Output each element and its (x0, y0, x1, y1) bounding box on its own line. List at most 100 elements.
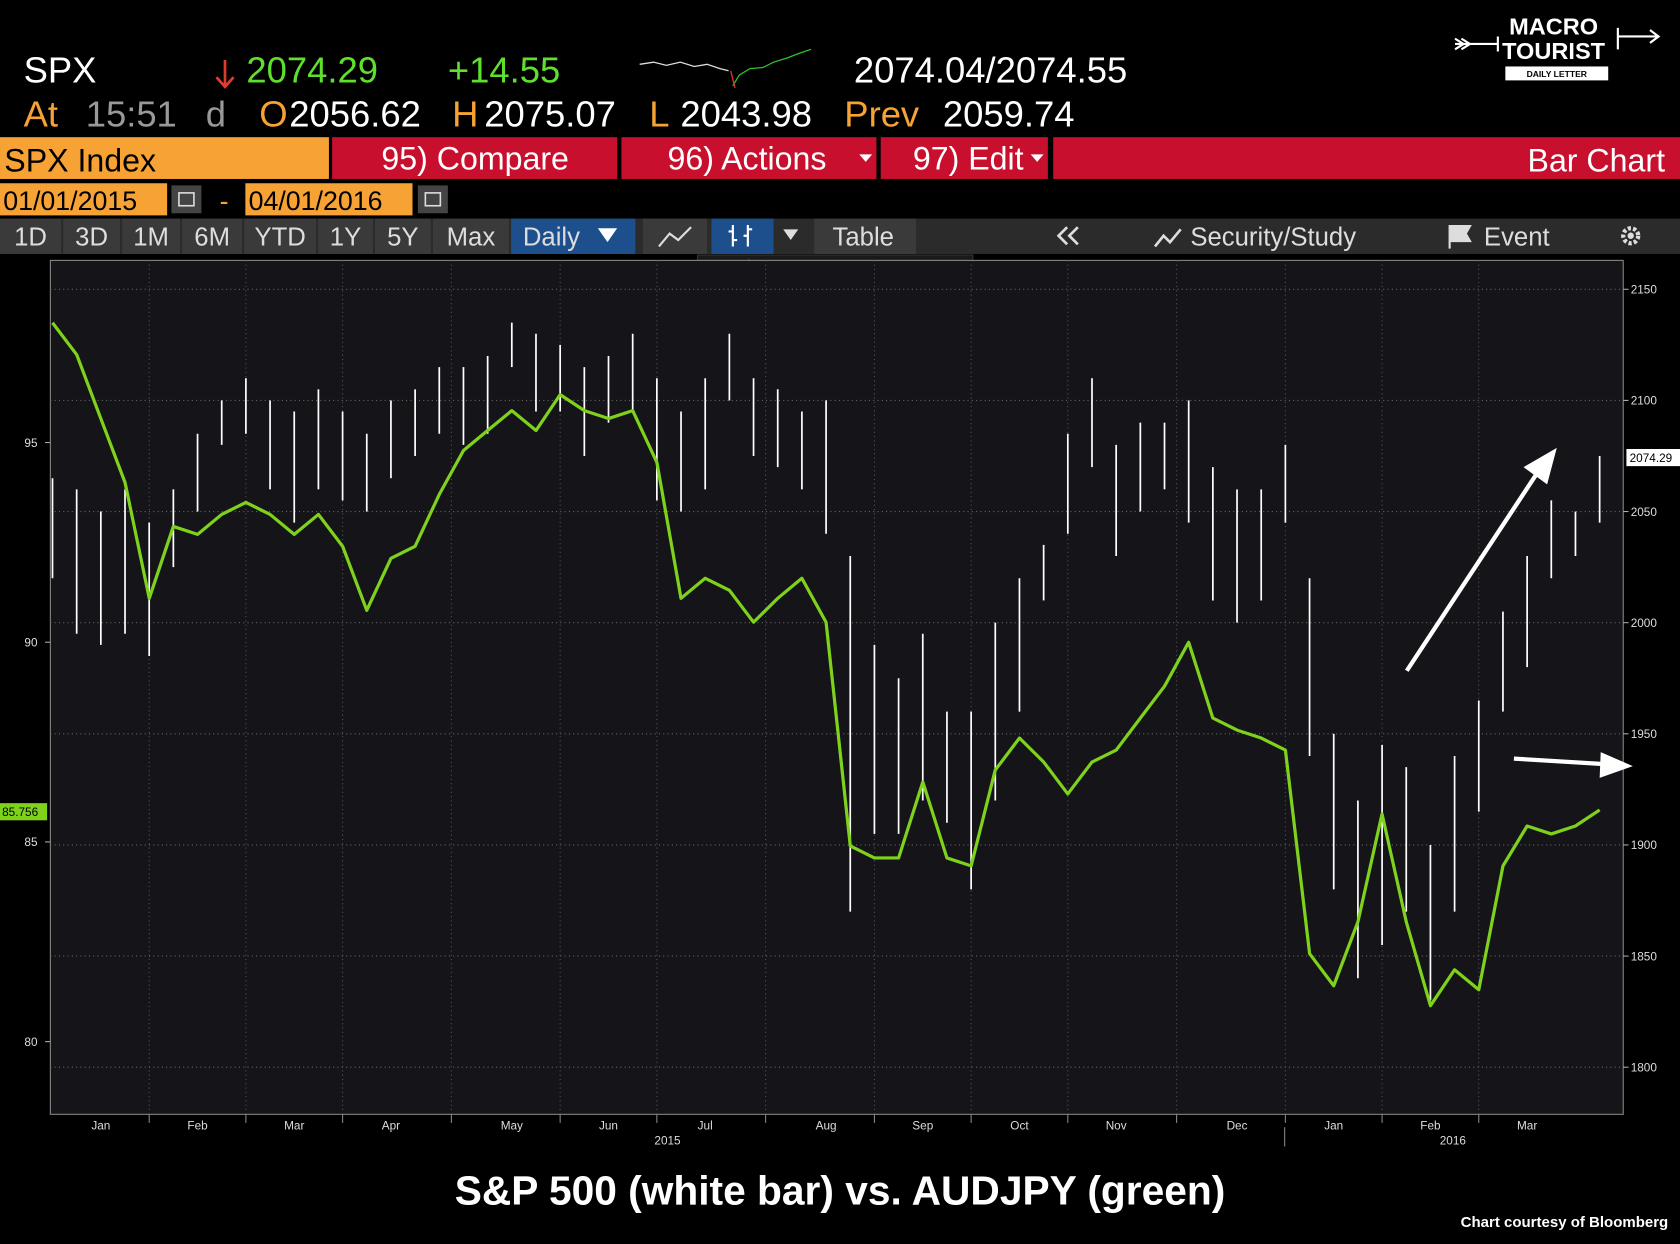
flag-icon (1448, 225, 1472, 249)
logo-arrow-left (1454, 36, 1499, 52)
x-tick-label: Jan (91, 1119, 110, 1132)
dropdown-icon[interactable] (1030, 154, 1044, 162)
low: 2043.98 (680, 93, 812, 134)
end-date[interactable]: 04/01/2016 (249, 186, 383, 216)
frequency-button[interactable] (511, 218, 636, 254)
date-field[interactable] (245, 183, 413, 216)
y-tick-label: 80 (24, 1036, 38, 1049)
period-label[interactable]: 1Y (330, 223, 361, 251)
logo-line2: TOURIST (1502, 38, 1606, 64)
dropdown-icon[interactable] (597, 228, 618, 243)
period-label[interactable]: 1M (133, 223, 169, 251)
security-box[interactable] (0, 137, 329, 179)
period-tab[interactable] (244, 218, 317, 254)
period-tab[interactable] (0, 218, 62, 254)
x-tick-label: Jul (698, 1119, 713, 1132)
x-tick-label: May (501, 1119, 523, 1132)
calendar-icon[interactable] (171, 185, 202, 214)
time: 15:51 (86, 93, 177, 134)
start-date[interactable]: 01/01/2015 (3, 186, 137, 216)
collapse-icon[interactable] (1056, 226, 1079, 246)
security-study[interactable]: Security/Study (1190, 223, 1356, 251)
year-label: 2016 (1440, 1134, 1467, 1147)
button[interactable] (621, 137, 877, 179)
bar-icon (728, 225, 753, 247)
table-button[interactable] (814, 218, 917, 254)
date-field[interactable] (0, 183, 168, 216)
y2-tick-label: 1850 (1631, 950, 1658, 963)
period-tab[interactable] (122, 218, 180, 254)
period-tab[interactable] (318, 218, 373, 254)
period-tabs: 1D 3D 1M 6M YTD 1Y 5Y Max (0, 218, 509, 254)
settings-icon[interactable] (1621, 226, 1641, 246)
x-tick-label: Feb (187, 1119, 208, 1132)
x-tick-label: Aug (816, 1119, 837, 1132)
button-label[interactable]: 97) Edit (913, 140, 1024, 176)
ticker: SPX (24, 50, 97, 91)
x-tick-label: Mar (1517, 1119, 1537, 1132)
bar-icon-button[interactable] (711, 218, 774, 254)
net-change: +14.55 (448, 50, 560, 91)
sparkline-drop (730, 70, 736, 89)
y-tick-label: 85 (24, 836, 38, 849)
plot-area (49, 259, 1624, 1115)
line-icon (658, 226, 692, 248)
date-separator: - (220, 186, 229, 216)
low-label: L (649, 93, 669, 134)
period-tab[interactable] (432, 218, 509, 254)
button[interactable] (332, 137, 618, 179)
logo-arrow-right (1616, 27, 1661, 50)
high-label: H (452, 93, 478, 134)
button-label[interactable]: 96) Actions (668, 140, 827, 176)
bid-ask: 2074.04/2074.55 (854, 50, 1127, 91)
event-label[interactable]: Event (1484, 223, 1550, 251)
period-label[interactable]: 1D (14, 223, 47, 251)
x-tick-label: Mar (284, 1119, 304, 1132)
line-icon-button[interactable] (642, 218, 708, 254)
period-label[interactable]: 5Y (387, 223, 418, 251)
y2-tick-label: 2100 (1631, 395, 1658, 408)
time-label: At (24, 93, 58, 134)
arrowhead (1599, 752, 1633, 778)
series-line (51, 321, 1601, 1008)
open-label: O (259, 93, 287, 134)
period-tab[interactable] (182, 218, 243, 254)
y2-tick-label: 2050 (1631, 506, 1658, 519)
calendar-icon[interactable] (417, 185, 448, 214)
chart-type: Bar Chart (1528, 142, 1666, 178)
sparkline-prev (639, 61, 729, 72)
last-value-label: 85.756 (2, 806, 38, 819)
x-tick-label: Jan (1324, 1119, 1343, 1132)
table-label[interactable]: Table (833, 223, 894, 251)
x-tick-label: Apr (382, 1119, 400, 1132)
period-label[interactable]: YTD (254, 223, 305, 251)
year-label: 2015 (654, 1134, 681, 1147)
y2-tick-label: 1950 (1631, 728, 1658, 741)
button[interactable] (880, 137, 1048, 179)
period-label[interactable]: 6M (194, 223, 230, 251)
y2-tick-label: 2000 (1631, 617, 1658, 630)
x-tick-label: Dec (1227, 1119, 1248, 1132)
period-tab[interactable] (375, 218, 431, 254)
dropdown-icon[interactable] (783, 229, 799, 241)
sparkline-today (732, 48, 812, 87)
period-label[interactable]: Max (447, 223, 496, 251)
open: 2056.62 (289, 93, 421, 134)
x-tick-label: Jun (599, 1119, 618, 1132)
study-icon (1153, 228, 1182, 248)
security[interactable]: SPX Index (4, 142, 156, 178)
logo-band (1505, 66, 1609, 81)
prev-label: Prev (844, 93, 920, 134)
period-tab[interactable] (63, 218, 120, 254)
button-label[interactable]: 95) Compare (381, 140, 568, 176)
source: Chart courtesy of Bloomberg (1461, 1214, 1669, 1231)
dropdown-icon[interactable] (859, 154, 873, 162)
y2-tick-label: 1800 (1631, 1061, 1658, 1074)
period-label[interactable]: 3D (75, 223, 108, 251)
last-value-box (0, 803, 48, 821)
x-tick-label: Sep (912, 1119, 933, 1132)
frequency[interactable]: Daily (523, 223, 580, 251)
high: 2075.07 (484, 93, 616, 134)
chart-type-bar (1053, 137, 1680, 179)
settings-hub (1627, 232, 1634, 239)
